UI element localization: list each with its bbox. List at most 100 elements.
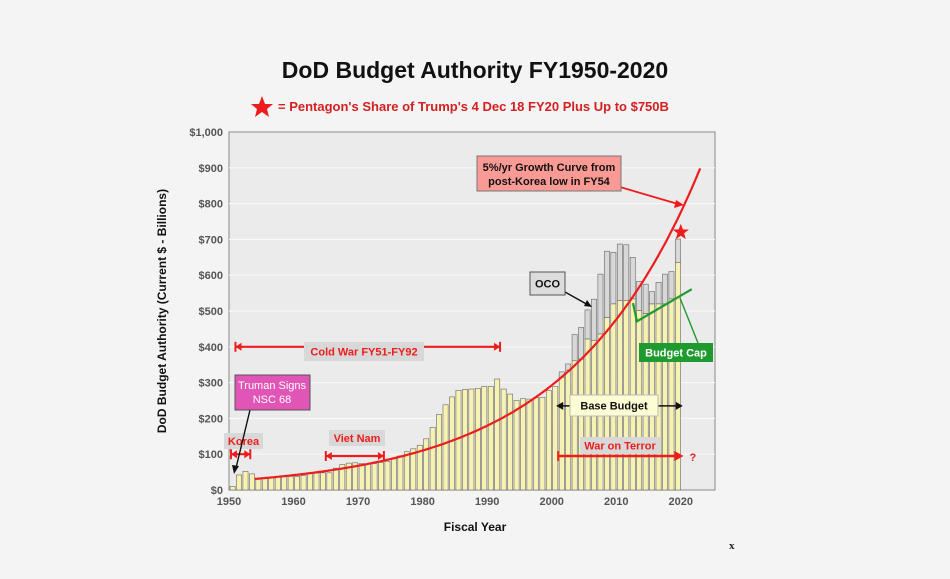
arrowhead [325, 451, 332, 460]
war-on-terror-question: ? [690, 452, 697, 464]
bar-base-budget [352, 462, 359, 491]
arrowhead [232, 465, 239, 474]
bar-base-budget [268, 477, 275, 491]
viet-nam-label-box [329, 430, 385, 446]
bar-base-budget [294, 476, 300, 491]
korea-label: Korea [224, 433, 263, 449]
bar-oco [675, 238, 681, 263]
oco-label: OCO [529, 271, 566, 296]
x-tick-label: 1950 [217, 496, 241, 508]
arrowhead [244, 450, 251, 459]
bar-base-budget [416, 444, 423, 491]
bar-base-budget [455, 390, 462, 491]
oco-label-text: OCO [535, 279, 561, 291]
bar-base-budget [242, 471, 249, 491]
growth-curve-label-line1: 5%/yr Growth Curve from [483, 162, 616, 174]
cold-war-label-box [304, 342, 424, 361]
y-tick-label: $300 [199, 378, 223, 390]
bar-base-budget [487, 386, 494, 491]
bar-base-budget [539, 396, 546, 491]
bar-base-budget [307, 473, 313, 491]
x-tick-label: 2000 [539, 496, 563, 508]
y-tick-label: $400 [199, 342, 223, 354]
bar-oco [662, 273, 668, 305]
growth-curve-label-line2: post-Korea low in FY54 [488, 176, 611, 188]
war-on-terror-label: War on Terror [580, 437, 660, 454]
bar-base-budget [300, 475, 307, 491]
subtitle: = Pentagon's Share of Trump's 4 Dec 18 F… [251, 96, 669, 117]
x-tick-label: 2020 [669, 496, 693, 508]
truman-label-line1: Truman Signs [238, 380, 307, 392]
cold-war-label-text: Cold War FY51-FY92 [310, 347, 417, 359]
budget-cap-pointer [679, 297, 699, 344]
bar-base-budget [481, 386, 488, 491]
y-axis-label: DoD Budget Authority (Current $ - Billio… [155, 189, 169, 433]
truman-label: Truman Signs NSC 68 [234, 374, 311, 411]
bar-base-budget [462, 389, 468, 491]
arrowhead [675, 401, 683, 410]
bar-oco [584, 309, 591, 340]
bar-base-budget [545, 390, 552, 491]
y-tick-label: $800 [199, 199, 223, 211]
bar-oco [668, 271, 675, 300]
x-tick-label: 1980 [410, 496, 434, 508]
bar-base-budget [332, 467, 339, 491]
viet-nam-label-text: Viet Nam [334, 433, 381, 445]
arrowhead [674, 200, 684, 208]
bar-base-budget [281, 476, 288, 491]
y-tick-label: $1,000 [189, 127, 223, 139]
bar-base-budget [365, 463, 371, 491]
budget-cap-label: Budget Cap [639, 343, 713, 362]
x-axis-label: Fiscal Year [444, 520, 507, 534]
bar-base-budget [384, 461, 391, 491]
bar-base-budget [494, 378, 501, 491]
base-budget-label-box [569, 394, 659, 417]
base-budget-label-text: Base Budget [580, 401, 648, 413]
bar-base-budget [339, 464, 346, 491]
corner-mark: x [729, 540, 735, 552]
arrowhead [674, 450, 684, 461]
y-tick-label: $500 [199, 306, 223, 318]
bar-base-budget [565, 369, 572, 491]
bar-base-budget [500, 388, 507, 491]
y-tick-label: $600 [199, 270, 223, 282]
bar-base-budget [320, 472, 326, 491]
x-tick-label: 2010 [604, 496, 628, 508]
korea-label-text: Korea [228, 436, 260, 448]
budget-cap-line [631, 288, 693, 324]
bar-base-budget [668, 298, 675, 491]
bar-base-budget [474, 388, 481, 491]
bar-base-budget [429, 427, 436, 491]
budget-cap-label-text: Budget Cap [645, 348, 707, 360]
bar-oco [649, 291, 655, 305]
bar-base-budget [410, 448, 417, 491]
bar-base-budget [558, 376, 565, 491]
growth-curve-line [254, 167, 702, 480]
bar-base-budget [552, 386, 559, 491]
growth-curve-label-box [476, 155, 622, 192]
bar-oco [616, 243, 623, 301]
growth-curve-label: 5%/yr Growth Curve from post-Korea low in… [476, 155, 622, 192]
bar-oco [623, 244, 630, 301]
x-tick-label: 1960 [281, 496, 305, 508]
y-tick-label: $700 [199, 234, 223, 246]
y-tick-label: $900 [199, 163, 223, 175]
bar-base-budget [236, 474, 242, 491]
growth-pointer [619, 186, 679, 205]
bar-base-budget [449, 396, 455, 491]
arrowhead [584, 300, 592, 307]
base-budget-label: Base Budget [569, 394, 659, 417]
bar-oco [629, 256, 636, 300]
star-icon [251, 96, 273, 117]
arrowhead [556, 401, 564, 410]
y-tick-label: $100 [199, 449, 223, 461]
bar-base-budget [423, 438, 430, 491]
bar-base-budget [313, 472, 320, 491]
bar-oco [642, 283, 649, 314]
budget-cap-label-box [639, 343, 713, 362]
bar-base-budget [442, 404, 449, 491]
bar-base-budget [229, 486, 236, 491]
viet-nam-label: Viet Nam [329, 430, 385, 446]
oco-label-box [529, 271, 566, 296]
